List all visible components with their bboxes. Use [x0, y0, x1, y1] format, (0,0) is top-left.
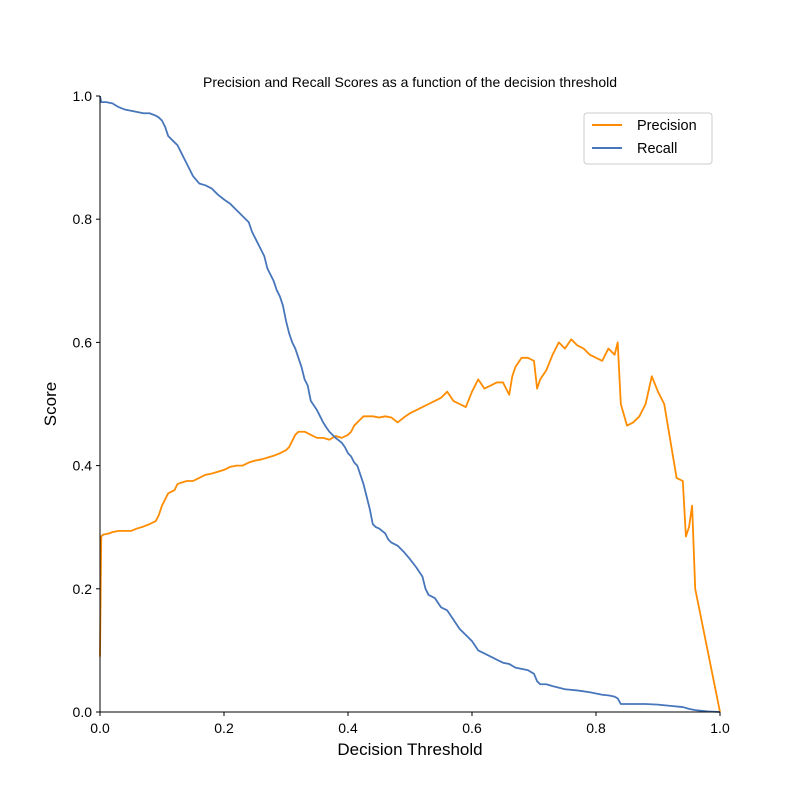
series-line-recall [99, 95, 721, 713]
x-tick-label: 0.2 [214, 720, 234, 736]
y-tick-label: 0.6 [73, 334, 93, 350]
y-axis-label: Score [41, 382, 60, 426]
x-tick-label: 0.6 [462, 720, 482, 736]
plot-lines [99, 95, 721, 713]
x-ticks: 0.0 0.2 0.4 0.6 0.8 1.0 [90, 712, 730, 736]
y-tick-label: 0.0 [73, 704, 93, 720]
legend-label-recall: Recall [637, 141, 677, 157]
y-ticks: 0.0 0.2 0.4 0.6 0.8 1.0 [73, 88, 100, 720]
series-line-precision [99, 338, 721, 713]
y-tick-label: 0.8 [73, 211, 93, 227]
x-tick-label: 0.4 [338, 720, 358, 736]
axes [99, 96, 720, 713]
legend: Precision Recall [583, 112, 713, 165]
x-tick-label: 1.0 [710, 720, 730, 736]
x-tick-label: 0.8 [586, 720, 606, 736]
legend-label-precision: Precision [637, 118, 697, 134]
y-tick-label: 0.2 [73, 581, 93, 597]
y-tick-label: 0.4 [73, 458, 93, 474]
x-axis-label: Decision Threshold [337, 740, 482, 759]
chart-title: Precision and Recall Scores as a functio… [203, 74, 617, 90]
x-tick-label: 0.0 [90, 720, 110, 736]
y-tick-label: 1.0 [73, 88, 93, 104]
